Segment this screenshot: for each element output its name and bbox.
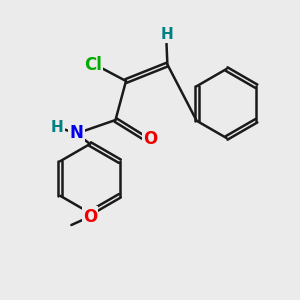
- Text: N: N: [70, 124, 83, 142]
- Text: Cl: Cl: [84, 56, 102, 74]
- Text: H: H: [160, 27, 173, 42]
- Text: O: O: [143, 130, 157, 148]
- Text: O: O: [83, 208, 97, 226]
- Text: H: H: [51, 120, 63, 135]
